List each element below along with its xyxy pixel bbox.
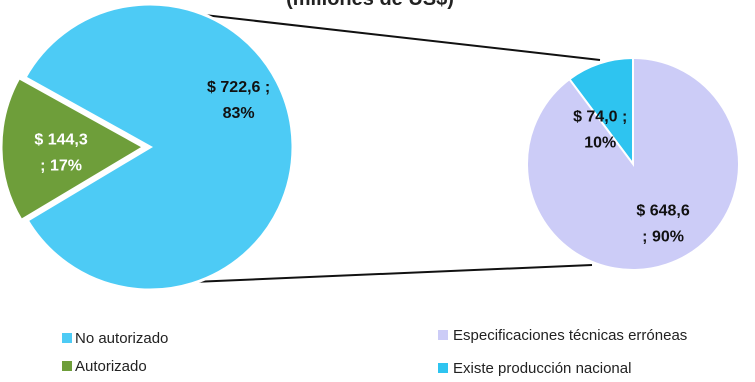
secondary-pie-slice-existe-produccion-nacional-label-line2: 10% <box>584 135 616 152</box>
main-pie <box>0 2 295 292</box>
secondary-pie-slice-especificaciones-tecnicas-erroneas-label-line2: ; 90% <box>642 228 684 245</box>
legend-label-existe-produccion: Existe producción nacional <box>453 360 631 377</box>
chart-title: (millones de US$) <box>286 0 454 10</box>
legend-swatch-no-autorizado <box>62 333 72 343</box>
secondary-pie-slice-especificaciones-tecnicas-erroneas <box>526 56 740 271</box>
secondary-pie <box>526 56 740 271</box>
legend-label-no-autorizado: No autorizado <box>75 330 168 347</box>
connector-line-bottom <box>144 264 593 285</box>
legend-swatch-autorizado <box>62 361 72 371</box>
main-pie-labels: $ 722,6 ; 83% $ 144,3 ; 17% <box>34 79 270 175</box>
connector-line-top <box>159 9 601 61</box>
legend-label-autorizado: Autorizado <box>75 358 147 375</box>
secondary-pie-slice-especificaciones-tecnicas-erroneas-label-line1: $ 648,6 <box>636 202 689 219</box>
secondary-pie-labels: $ 74,0 ; 10% $ 648,6 ; 90% <box>573 109 690 246</box>
legend-swatch-existe-produccion <box>438 363 448 373</box>
main-pie-slice-autorizado-label-line1: $ 144,3 <box>34 131 87 148</box>
main-pie-slice-no-autorizado-label-line2: 83% <box>223 105 255 122</box>
main-pie-slice-autorizado-label-line2: ; 17% <box>40 157 82 174</box>
legend-swatch-especificaciones <box>438 330 448 340</box>
legend-left: No autorizado Autorizado <box>62 330 168 375</box>
secondary-pie-slice-existe-produccion-nacional-label-line1: $ 74,0 ; <box>573 109 627 126</box>
main-pie-slice-autorizado <box>0 75 148 223</box>
legend-right: Especificaciones técnicas erróneas Exist… <box>438 327 687 377</box>
main-pie-slice-no-autorizado-label-line1: $ 722,6 ; <box>207 79 270 96</box>
main-pie-slice-no-autorizado <box>22 2 295 292</box>
legend-label-especificaciones: Especificaciones técnicas erróneas <box>453 327 687 344</box>
